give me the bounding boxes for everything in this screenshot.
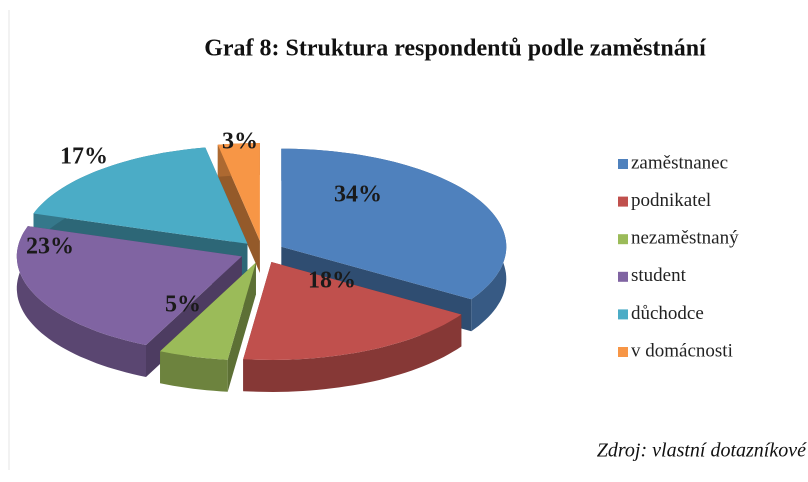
legend-label: v domácnosti: [631, 340, 733, 361]
data-label: 34%: [334, 182, 382, 208]
pie-slice: [33, 147, 248, 244]
pie-labels: 34% 18% 5% 23% 17% 3%: [26, 129, 382, 318]
pie-slice: [217, 143, 260, 241]
legend-swatch: [618, 347, 628, 357]
legend-swatch: [618, 309, 628, 320]
legend-label: důchodce: [631, 303, 704, 324]
data-label: 23%: [26, 234, 74, 260]
data-label: 18%: [308, 268, 356, 294]
legend-label: nezaměstnaný: [631, 228, 739, 249]
chart-title: Graf 8: Struktura respondentů podle zamě…: [204, 36, 706, 62]
legend-label: student: [631, 265, 687, 286]
legend-swatch: [618, 234, 628, 245]
data-label: 3%: [222, 129, 258, 155]
pie-slice: [160, 262, 256, 360]
source-note: Zdroj: vlastní dotazníkové: [597, 440, 807, 462]
pie-slice: [243, 262, 462, 360]
legend-label: zaměstnanec: [631, 152, 728, 173]
pie-slice: [16, 226, 242, 345]
slice-side: [16, 226, 146, 377]
legend-swatch: [618, 159, 628, 169]
legend-swatch: [618, 196, 628, 207]
slice-side: [160, 351, 228, 392]
legend: zaměstnanec podnikatel nezaměstnaný student…: [618, 152, 739, 361]
legend-label: podnikatel: [631, 190, 711, 211]
legend-swatch: [618, 271, 628, 282]
data-label: 5%: [165, 292, 201, 318]
data-label: 17%: [60, 144, 108, 170]
pie-slice: [281, 148, 507, 300]
slice-wall: [217, 144, 260, 273]
slice-side: [243, 314, 462, 392]
pie-tops: [16, 143, 507, 360]
